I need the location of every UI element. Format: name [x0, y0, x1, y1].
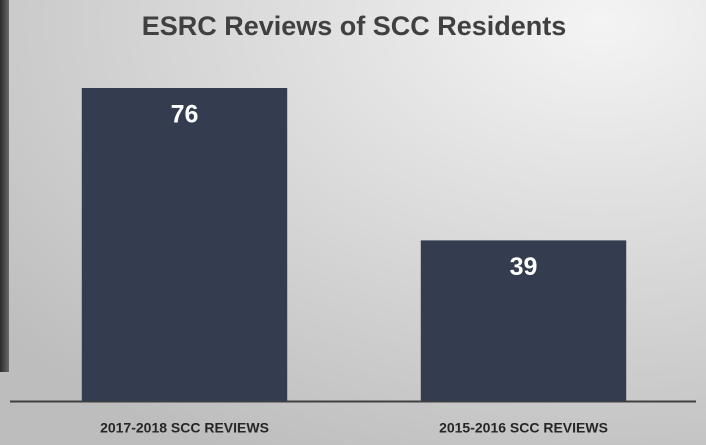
data-label: 39: [510, 253, 538, 281]
bar: [420, 240, 627, 401]
x-tick-label: 2015-2016 SCC REVIEWS: [439, 420, 608, 436]
edge-strip: [0, 0, 9, 372]
bar: [81, 88, 288, 401]
data-label: 76: [171, 101, 199, 129]
x-tick-label: 2017-2018 SCC REVIEWS: [100, 420, 269, 436]
chart-title: ESRC Reviews of SCC Residents: [142, 11, 567, 41]
